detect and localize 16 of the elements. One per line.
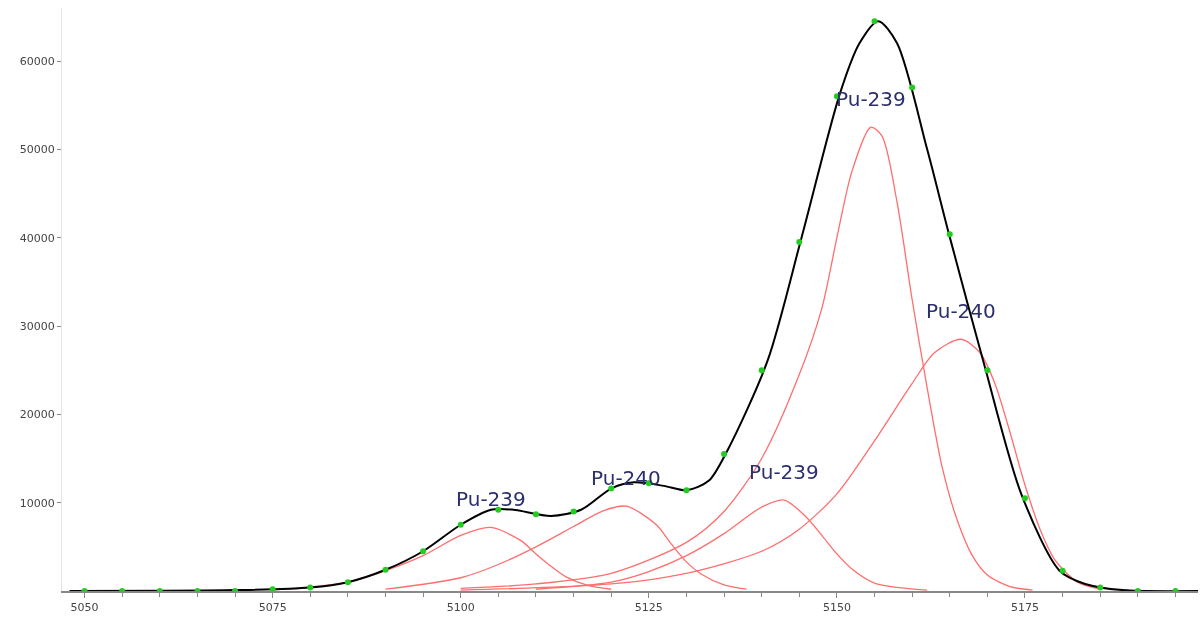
y-tick-label: 10000 [19,496,55,510]
x-tick-label: 5175 [1010,601,1039,615]
x-tick-label: 5150 [822,601,851,615]
x-tick-label: 5100 [446,601,475,615]
y-tick-label: 30000 [19,319,55,333]
annotation: Pu-239 [456,487,526,511]
y-tick-label: 50000 [19,143,55,157]
y-tick-label: 60000 [19,54,55,68]
annotation: Pu-239 [749,460,819,484]
annotation: Pu-239 [836,87,906,111]
x-tick-label: 5075 [258,601,287,615]
y-tick-label: 40000 [19,231,55,245]
x-tick-label: 5125 [634,601,663,615]
x-tick-label: 5050 [70,601,99,615]
y-tick-label: 20000 [19,408,55,422]
annotation: Pu-240 [591,466,661,490]
